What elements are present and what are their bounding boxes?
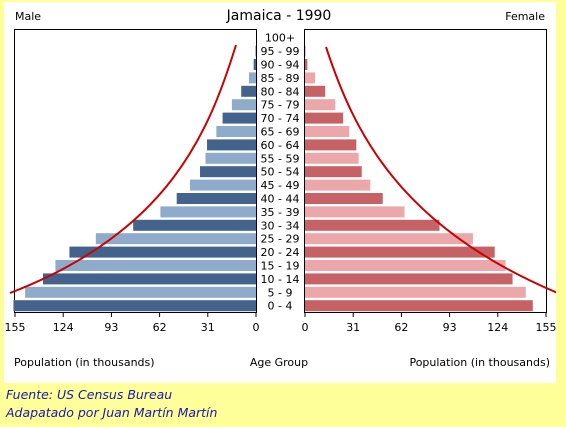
age-group-label: 15 - 19 — [261, 260, 300, 273]
female-tick-label: 155 — [536, 321, 557, 334]
age-group-label: 90 - 94 — [261, 59, 300, 72]
male-tick-label: 155 — [5, 321, 26, 334]
female-bar — [305, 246, 495, 258]
male-tick-label: 0 — [253, 321, 260, 334]
male-bar — [55, 260, 256, 271]
female-bar — [305, 273, 513, 285]
female-plot-frame — [304, 29, 547, 313]
axis-ticks: 155 124 93 62 31 0 0 31 62 93 124 155 — [5, 312, 557, 334]
male-bar — [205, 152, 256, 164]
age-group-label: 100+ — [265, 32, 295, 45]
female-bar — [305, 179, 371, 191]
male-tick-label: 124 — [53, 321, 74, 334]
male-bar — [69, 246, 256, 258]
female-bar — [305, 85, 326, 97]
female-tick-label: 0 — [302, 321, 309, 334]
chart-panel: Jamaica - 1990 Male Female 100+ 95 - 99 90… — [4, 2, 556, 383]
male-bar — [231, 99, 256, 111]
female-bar — [305, 233, 473, 245]
female-bar — [305, 112, 344, 124]
age-group-label: 45 - 49 — [261, 179, 300, 192]
male-bar — [222, 112, 256, 124]
male-tick-label: 62 — [153, 321, 167, 334]
male-plot-frame — [14, 29, 257, 313]
female-bar — [305, 126, 350, 137]
male-bar — [95, 233, 256, 245]
bars-group — [13, 45, 533, 312]
age-group-label: 40 - 44 — [261, 193, 300, 206]
male-trend-curve — [9, 44, 237, 294]
female-bar — [305, 206, 405, 218]
trend-curves — [9, 44, 556, 294]
age-group-label: 75 - 79 — [261, 99, 300, 112]
male-bar — [42, 273, 257, 285]
female-bar — [305, 260, 506, 271]
age-group-label: 55 - 59 — [261, 152, 300, 165]
female-bar — [305, 152, 359, 164]
male-bar — [133, 219, 256, 231]
age-group-label: 25 - 29 — [261, 233, 300, 246]
male-bar — [216, 126, 256, 137]
female-bar — [305, 219, 440, 231]
male-tick-label: 93 — [104, 321, 118, 334]
age-group-label: 65 - 69 — [261, 126, 300, 139]
age-group-label: 50 - 54 — [261, 166, 300, 179]
male-label: Male — [15, 10, 41, 23]
x-axis-label-center: Age Group — [250, 356, 308, 369]
female-tick-label: 62 — [394, 321, 408, 334]
female-bar — [305, 59, 308, 70]
male-bar — [160, 206, 256, 218]
female-bar — [305, 166, 362, 178]
age-group-label: 5 - 9 — [268, 286, 293, 299]
x-axis-label-left: Population (in thousands) — [14, 356, 155, 369]
age-group-label: 60 - 64 — [261, 139, 300, 152]
female-bar — [305, 286, 526, 298]
age-group-label: 35 - 39 — [261, 206, 300, 219]
age-group-label: 30 - 34 — [261, 219, 300, 232]
male-tick-label: 31 — [201, 321, 215, 334]
male-bar — [13, 300, 257, 312]
female-bar — [305, 45, 306, 57]
female-bar — [305, 193, 383, 204]
source-credit: Fuente: US Census Bureau — [6, 387, 173, 402]
male-bar — [253, 59, 256, 70]
age-group-label: 70 - 74 — [261, 112, 300, 125]
male-bar — [255, 45, 256, 57]
female-bar — [305, 99, 336, 111]
age-group-label: 0 - 4 — [268, 300, 293, 313]
female-tick-label: 93 — [443, 321, 457, 334]
age-group-label: 85 - 89 — [261, 72, 300, 85]
female-trend-curve — [325, 46, 556, 294]
adapted-credit: Adapatado por Juan Martín Martín — [6, 405, 218, 420]
male-bar — [200, 166, 256, 178]
male-bar — [176, 193, 256, 204]
male-bar — [207, 139, 256, 151]
x-axis-label-right: Population (in thousands) — [409, 356, 550, 369]
chart-title: Jamaica - 1990 — [226, 8, 332, 24]
male-bar — [25, 286, 257, 298]
population-pyramid-chart: Jamaica - 1990 Male Female 100+95 - 9990… — [5, 8, 557, 369]
age-group-label: 20 - 24 — [261, 246, 300, 259]
age-group-label: 80 - 84 — [261, 85, 300, 98]
male-bar — [249, 72, 256, 84]
female-bar — [305, 139, 357, 151]
age-group-label: 10 - 14 — [261, 273, 300, 286]
male-bar — [189, 179, 256, 191]
female-tick-label: 124 — [487, 321, 508, 334]
male-bar — [241, 85, 256, 97]
female-bar — [305, 72, 316, 84]
female-tick-label: 31 — [346, 321, 360, 334]
female-label: Female — [505, 10, 545, 23]
age-group-label: 95 - 99 — [261, 45, 300, 58]
female-bar — [305, 300, 533, 312]
